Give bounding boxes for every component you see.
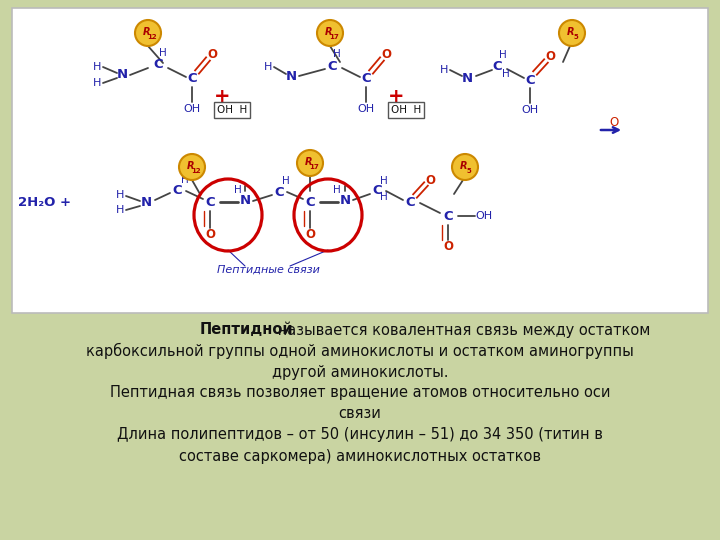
Text: H: H (93, 62, 102, 72)
Text: C: C (274, 186, 284, 199)
Text: 5: 5 (467, 168, 472, 174)
Text: +: + (388, 87, 404, 106)
Text: OH  H: OH H (217, 105, 247, 115)
Text: O: O (425, 173, 435, 186)
Text: H: H (440, 65, 448, 75)
FancyBboxPatch shape (214, 102, 250, 118)
Text: R: R (187, 161, 194, 171)
Text: H: H (499, 50, 507, 60)
Text: Длина полипептидов – от 50 (инсулин – 51) до 34 350 (титин в: Длина полипептидов – от 50 (инсулин – 51… (117, 428, 603, 442)
Text: R: R (305, 157, 312, 167)
Text: 2H₂O +: 2H₂O + (18, 195, 71, 208)
Text: другой аминокислоты.: другой аминокислоты. (271, 364, 449, 380)
Text: H: H (380, 176, 388, 186)
Text: C: C (525, 73, 535, 86)
Text: OH: OH (521, 105, 539, 115)
Text: H: H (282, 176, 290, 186)
Text: +: + (214, 87, 230, 106)
Text: C: C (372, 185, 382, 198)
Text: C: C (205, 195, 215, 208)
Text: R: R (567, 27, 575, 37)
Text: C: C (492, 60, 502, 73)
Circle shape (135, 20, 161, 46)
Text: Пептидные связи: Пептидные связи (217, 265, 320, 275)
Text: H: H (159, 48, 167, 58)
Text: N: N (339, 194, 351, 207)
Text: H: H (234, 185, 242, 195)
Text: 12: 12 (147, 34, 157, 40)
Text: O: O (545, 51, 555, 64)
Text: N: N (240, 194, 251, 207)
Text: O: O (609, 116, 618, 129)
Circle shape (179, 154, 205, 180)
Text: O: O (305, 228, 315, 241)
Text: карбоксильной группы одной аминокислоты и остатком аминогруппы: карбоксильной группы одной аминокислоты … (86, 343, 634, 359)
Text: связи: связи (338, 407, 382, 422)
Text: N: N (285, 70, 297, 83)
Text: 17: 17 (309, 164, 319, 170)
Text: N: N (140, 195, 152, 208)
Text: H: H (116, 205, 124, 215)
Text: C: C (444, 210, 453, 222)
FancyBboxPatch shape (12, 8, 708, 313)
Text: OH: OH (184, 104, 201, 114)
Text: O: O (207, 49, 217, 62)
Text: OH: OH (357, 104, 374, 114)
Text: OH: OH (475, 211, 492, 221)
Circle shape (317, 20, 343, 46)
Circle shape (297, 150, 323, 176)
Text: H: H (333, 185, 341, 195)
Text: R: R (460, 161, 468, 171)
Circle shape (452, 154, 478, 180)
Text: O: O (205, 228, 215, 241)
Text: C: C (405, 197, 415, 210)
Text: H: H (116, 190, 124, 200)
Text: R: R (143, 27, 150, 37)
Text: O: O (381, 49, 391, 62)
Text: C: C (187, 72, 197, 85)
Text: H: H (380, 192, 388, 202)
Text: O: O (443, 240, 453, 253)
Text: называется ковалентная связь между остатком: называется ковалентная связь между остат… (273, 322, 650, 338)
Text: C: C (153, 58, 163, 71)
Circle shape (559, 20, 585, 46)
Text: C: C (327, 59, 337, 72)
Text: C: C (305, 195, 315, 208)
Text: R: R (325, 27, 333, 37)
Text: N: N (117, 69, 127, 82)
Text: C: C (361, 72, 371, 85)
Text: Пептидная связь позволяет вращение атомов относительно оси: Пептидная связь позволяет вращение атомо… (109, 386, 611, 401)
Text: H: H (502, 69, 510, 79)
FancyBboxPatch shape (388, 102, 424, 118)
Text: OH  H: OH H (391, 105, 421, 115)
Text: 12: 12 (192, 168, 201, 174)
Text: H: H (93, 78, 102, 88)
Text: Пептидной: Пептидной (200, 322, 294, 338)
Text: H: H (333, 49, 341, 59)
Text: составе саркомера) аминокислотных остатков: составе саркомера) аминокислотных остатк… (179, 449, 541, 463)
Text: N: N (462, 71, 472, 84)
Text: H: H (264, 62, 272, 72)
Text: H: H (181, 175, 189, 185)
Text: C: C (172, 184, 182, 197)
Text: 5: 5 (574, 34, 578, 40)
Text: 17: 17 (329, 34, 339, 40)
